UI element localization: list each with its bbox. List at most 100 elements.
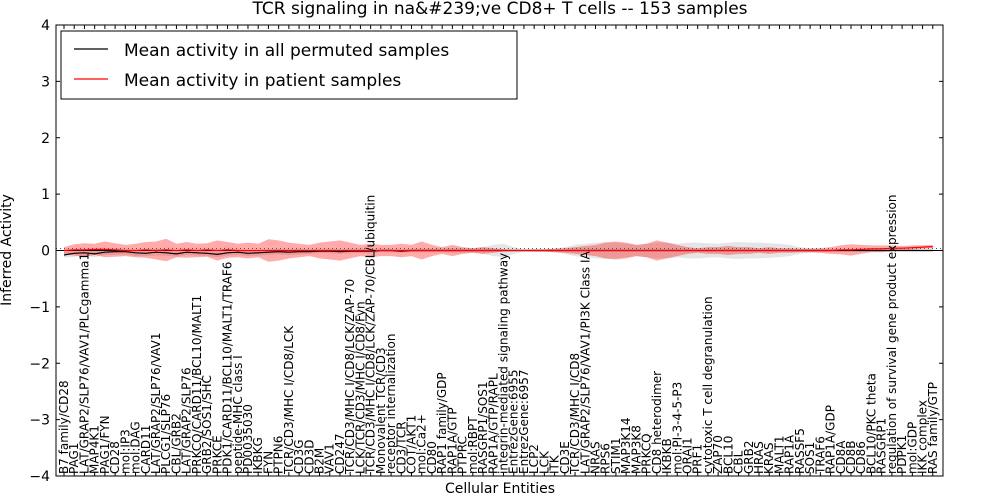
xtick-label-85: RAS family/GTP xyxy=(926,382,940,474)
xtick-label-49: CD3E xyxy=(558,441,572,474)
xtick-label-27: CD247 xyxy=(333,433,347,474)
xtick-label-37: RAP1 family/GDP xyxy=(435,372,449,474)
x-axis-ticks: B7 family/CD28PAG1LAT/GRAP2/SLP76/VAV1/P… xyxy=(57,25,940,476)
xtick-label-12: LAT/GRAP2/SLP76 xyxy=(180,367,194,474)
xtick-label-76: CD8A xyxy=(834,440,848,474)
xtick-label-74: TRAF6 xyxy=(813,436,827,475)
xtick-label-9: LAT/GRAP2/SLP76/VAV1 xyxy=(149,333,163,474)
xtick-label-72: RASSF5 xyxy=(793,428,807,474)
xtick-label-82: PDPK1 xyxy=(895,435,909,474)
xtick-label-59: IKBKB xyxy=(660,438,674,474)
xtick-label-19: IKBKG xyxy=(251,437,265,474)
xtick-label-78: CD86 xyxy=(854,441,868,474)
xtick-label-53: RPS6 xyxy=(599,443,613,474)
xtick-label-69: KRAS xyxy=(762,442,776,474)
xtick-label-20: FYN xyxy=(261,451,275,474)
xtick-label-38: RAP1A/GTP xyxy=(445,407,459,474)
xtick-label-77: CD8B xyxy=(844,441,858,475)
series-lines xyxy=(63,246,933,256)
xtick-label-54: STIM1 xyxy=(609,438,623,474)
ytick-label-1: −3 xyxy=(29,413,50,429)
xtick-label-57: PRKCQ xyxy=(640,433,654,474)
xtick-label-40: mol:RBPT xyxy=(466,416,480,474)
xtick-label-2: LAT/GRAP2/SLP76/VAV1/PLCgamma1 xyxy=(77,253,91,474)
xtick-label-34: COT/AKT1 xyxy=(405,415,419,474)
xtick-label-14: GRB2/SOS1/SHC xyxy=(200,375,214,474)
xtick-label-70: MALT1 xyxy=(773,435,787,474)
xtick-label-63: cytotoxic T cell degranulation xyxy=(701,296,715,474)
xtick-label-4: PAG1/FYN xyxy=(98,415,112,474)
xtick-label-29: LCK/TCR/CD3/MHC I/CD8/Fyn xyxy=(353,301,367,474)
xtick-label-61: ORAI1 xyxy=(681,437,695,474)
ytick-label-2: −2 xyxy=(29,356,50,372)
plot-frame xyxy=(55,24,944,477)
legend: Mean activity in all permuted samples Me… xyxy=(60,30,518,100)
xtick-label-48: ITK xyxy=(548,454,562,474)
xtick-label-60: mol:PI-3-4-5-P3 xyxy=(670,382,684,474)
xtick-label-23: CD3G xyxy=(292,439,306,474)
xtick-label-52: NRAS xyxy=(589,441,603,474)
xtick-label-30: TCR/CD3/MHC I/CD8/LCK/ZAP-70/CBL/ubiquit… xyxy=(364,195,378,475)
xtick-label-5: CD28 xyxy=(108,441,122,474)
ytick-label-0: −4 xyxy=(29,469,50,485)
ytick-label-4: 0 xyxy=(41,244,50,260)
xtick-label-73: SOS1 xyxy=(803,442,817,474)
xtick-label-33: CD3/TCR xyxy=(394,421,408,474)
xtick-label-56: MAP3K8 xyxy=(629,425,643,474)
xtick-label-50: TCR/CD3/MHC I/CD8 xyxy=(568,353,582,475)
legend-box xyxy=(60,30,518,100)
xtick-label-68: HRAS xyxy=(752,441,766,474)
xtick-label-45: EntrezGene:6957 xyxy=(517,370,531,475)
xtick-label-31: Monovalent TCR/CD3 xyxy=(374,347,388,474)
xtick-label-13: PRKCQ/CARD11/BCL10/MALT1 xyxy=(190,295,204,474)
x-axis-label: Cellular Entities xyxy=(445,481,555,497)
xtick-label-10: PLCG1/SLP76 xyxy=(159,394,173,474)
xtick-label-84: IKK complex xyxy=(916,400,930,474)
xtick-label-8: CARD11 xyxy=(139,425,153,474)
xtick-label-47: LCK xyxy=(537,450,551,474)
xtick-label-41: RASGRP1/SOS1 xyxy=(476,381,490,474)
xtick-label-42: RAP1A/GTP/RAPL xyxy=(486,373,500,474)
xtick-label-0: B7 family/CD28 xyxy=(57,380,71,474)
xtick-label-75: RAP1A/GDP xyxy=(824,405,838,474)
chart-title: TCR signaling in na&#239;ve CD8+ T cells… xyxy=(251,0,747,19)
xtick-label-66: CBL xyxy=(732,450,746,474)
xtick-label-36: CD80 xyxy=(425,441,439,474)
xtick-label-67: GRB2 xyxy=(742,440,756,474)
ytick-label-6: 2 xyxy=(41,131,50,147)
y-axis-label: Inferred Activity xyxy=(0,194,15,306)
xtick-label-1: PAG1 xyxy=(67,443,81,474)
xtick-label-81: regulation of survival gene product expr… xyxy=(885,195,899,474)
xtick-label-51: LAT/GRAP2/SLP76/VAV1/PI3K Class IA xyxy=(578,250,592,474)
xtick-label-11: CBL/GRB2 xyxy=(169,413,183,474)
xtick-label-3: MAP4K1 xyxy=(88,425,102,474)
ytick-label-5: 1 xyxy=(41,187,50,203)
xtick-label-7: mol:DAG xyxy=(129,421,143,474)
line-patient xyxy=(63,246,933,252)
y-axis-ticks: −4 −3 −2 −1 0 1 2 3 4 xyxy=(29,18,943,485)
xtick-label-21: PTPN6 xyxy=(272,436,286,474)
xtick-label-46: LCP2 xyxy=(527,444,541,474)
xtick-label-83: mol:GDP xyxy=(905,422,919,474)
ytick-label-3: −1 xyxy=(29,300,50,316)
xtick-label-79: BCL10/PKC theta xyxy=(865,373,879,474)
ytick-label-8: 4 xyxy=(41,18,50,34)
xtick-label-25: B2M xyxy=(313,448,327,474)
xtick-label-44: EntrezGene:6955 xyxy=(507,370,521,475)
legend-label-patient: Mean activity in patient samples xyxy=(124,71,401,91)
xtick-label-32: receptor internalization xyxy=(384,334,398,474)
xtick-label-6: mol:IP3 xyxy=(118,429,132,474)
xtick-label-35: mol:Ca2+ xyxy=(415,414,429,474)
xtick-label-24: CD3D xyxy=(302,440,316,475)
xtick-label-55: MAP3K14 xyxy=(619,417,633,474)
xtick-label-22: TCR/CD3/MHC I/CD8/LCK xyxy=(282,325,296,475)
ytick-label-7: 3 xyxy=(41,74,50,90)
xtick-label-80: RASGRP1 xyxy=(875,418,889,474)
xtick-label-15: PRKCE xyxy=(210,435,224,474)
xtick-label-43: integrin-mediated signaling pathway xyxy=(497,253,511,474)
xtick-label-26: VAV1 xyxy=(323,443,337,474)
legend-label-permuted: Mean activity in all permuted samples xyxy=(124,41,449,61)
xtick-label-39: PTPRC xyxy=(456,436,470,474)
xtick-label-65: BCL10 xyxy=(721,436,735,474)
